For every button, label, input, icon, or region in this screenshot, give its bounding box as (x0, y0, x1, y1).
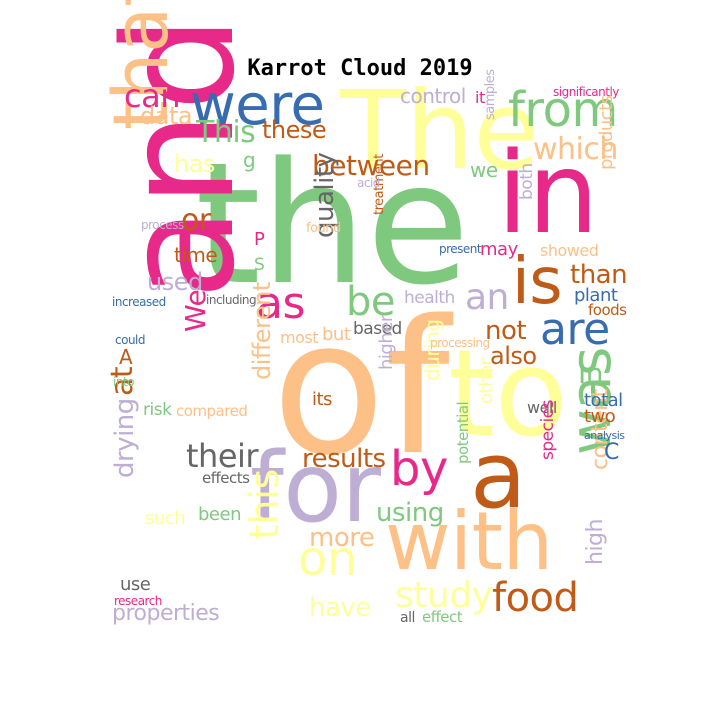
word-plant: plant (574, 285, 618, 306)
word-control: control (400, 84, 466, 108)
word-are: are (540, 304, 610, 355)
word-have: have (309, 593, 371, 623)
word-process: process (141, 218, 184, 232)
word-may: may (480, 239, 518, 260)
word-higher: higher (376, 315, 397, 370)
word-acid: acid (357, 176, 380, 190)
word-not: not (485, 316, 527, 346)
word-or: or (181, 203, 211, 238)
word-be: be (346, 279, 396, 325)
word-has: has (174, 150, 215, 178)
word-g: g (243, 148, 256, 172)
word-other: other (476, 358, 497, 404)
word-in: in (497, 129, 599, 259)
word-compared: compared (176, 402, 248, 420)
word-results: results (302, 444, 386, 474)
word-such: such (145, 508, 186, 529)
word-this: this (242, 469, 288, 540)
word-these: these (262, 116, 327, 144)
word-the: The (340, 69, 540, 194)
word-between: between (312, 149, 430, 182)
word-a: a (470, 422, 526, 529)
word-been: been (198, 504, 241, 525)
word-potential: potential (454, 401, 472, 464)
word-also: also (490, 342, 537, 370)
word-research: research (114, 594, 162, 608)
word-this: This (196, 115, 256, 150)
word-to: to (448, 325, 568, 464)
word-risk: risk (143, 400, 172, 420)
word-present: present (439, 242, 482, 256)
word-processing: processing (430, 336, 490, 350)
word-from: from (508, 82, 618, 138)
word-into: into (113, 375, 135, 389)
word-their: their (186, 437, 259, 475)
word-two: two (584, 406, 616, 427)
word-food: food (492, 575, 579, 621)
word-which: which (533, 132, 618, 167)
word-the: the (195, 126, 470, 322)
word-were: were (190, 73, 325, 138)
word-analysis: analysis (584, 429, 625, 442)
word-properties: properties (112, 601, 220, 626)
word-foods: foods (588, 301, 627, 319)
word-a: A (119, 345, 133, 369)
word-products: products (596, 95, 617, 170)
word-time: time (174, 243, 218, 267)
word-c: C (604, 440, 619, 465)
word-using: using (376, 498, 444, 528)
word-is: is (512, 245, 563, 319)
word-both: both (517, 163, 537, 200)
word-significantly: significantly (553, 85, 619, 99)
word-used: used (147, 268, 203, 296)
word-all: all (400, 610, 415, 626)
word-could: could (115, 333, 146, 347)
word-more: more (309, 523, 375, 553)
word-its: its (312, 389, 332, 410)
word-most: most (280, 328, 318, 347)
word-found: found (306, 221, 341, 236)
word-including: including (206, 293, 257, 307)
word-based: based (353, 319, 402, 339)
word-data: data (140, 102, 193, 130)
word-effects: effects (202, 469, 250, 487)
word-total: total (584, 390, 623, 411)
word-we: we (470, 158, 498, 182)
word-it: it (475, 88, 485, 107)
word-effect: effect (422, 608, 463, 626)
word-increased: increased (112, 295, 166, 309)
word-but: but (322, 324, 351, 345)
word-study: study (395, 575, 493, 616)
word-high: high (583, 519, 608, 565)
word-well: well (527, 398, 557, 417)
word-s: S (254, 255, 265, 275)
word-showed: showed (540, 241, 599, 260)
word-species: species (538, 400, 558, 460)
word-by: by (390, 441, 448, 497)
word-of: of (272, 280, 450, 496)
chart-title: Karrot Cloud 2019 (247, 56, 473, 81)
word-than: than (570, 260, 628, 290)
word-as: as (256, 278, 305, 329)
word-drying: drying (110, 398, 140, 478)
word-during: during (420, 319, 444, 381)
word-on: on (298, 531, 357, 587)
word-p: P (254, 229, 265, 250)
word-use: use (120, 574, 151, 595)
word-for: for (250, 432, 381, 544)
word-with: with (385, 495, 553, 588)
word-health: health (404, 288, 455, 308)
word-in: In (578, 357, 604, 390)
word-can: can (124, 77, 180, 115)
word-an: an (465, 277, 509, 318)
